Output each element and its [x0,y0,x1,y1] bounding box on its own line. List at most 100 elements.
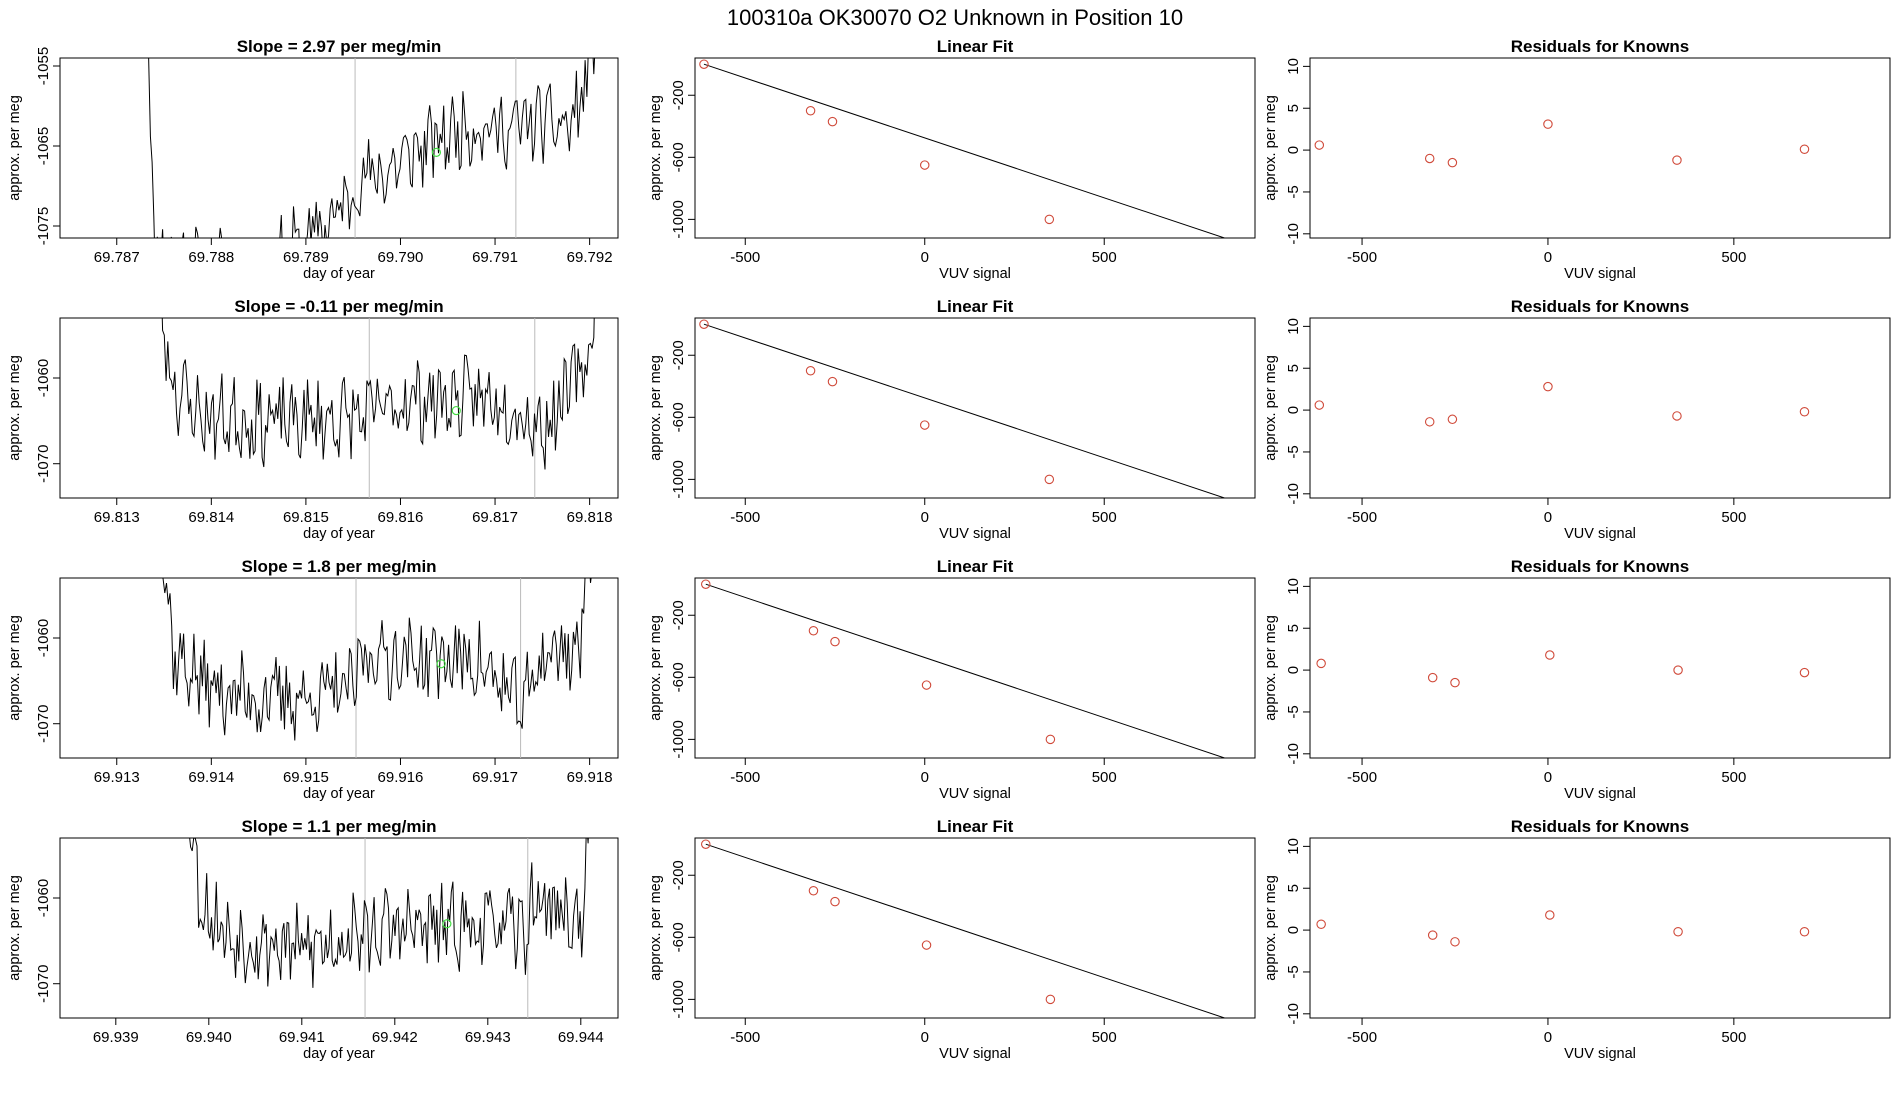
plot-area [162,578,592,758]
y-tick-label: -1060 [35,619,52,657]
x-tick-label: 69.813 [94,509,140,526]
known-point [701,839,711,849]
y-tick-label: -1060 [35,359,52,397]
unknown-point [442,919,452,929]
x-tick-label: 500 [1092,1029,1117,1046]
x-axis-label: day of year [303,1046,375,1062]
panel-time-3: Slope = 1.1 per meg/min 69.939 69.940 69.94… [7,817,619,1062]
x-tick-label: 69.817 [472,509,518,526]
y-axis-label: approx. per meg [7,95,23,201]
plot-area [1314,381,1810,427]
x-tick-label: 69.917 [472,769,518,786]
unknown-point [1244,1022,1252,1030]
x-tick-label: -500 [1347,1029,1377,1046]
residual-point [1673,927,1683,937]
y-tick-label: -1000 [670,200,687,238]
residual-point [1424,417,1435,427]
plot-frame [59,837,619,1019]
y-tick-label: 10 [1285,838,1302,855]
y-tick-label: -600 [670,402,687,432]
y-tick-label: -5 [1285,185,1302,198]
panel-title: Slope = -0.11 per meg/min [234,297,443,316]
panel-title: Slope = 1.1 per meg/min [241,817,436,836]
x-tick-label: 500 [1721,1029,1746,1046]
y-tick-label: -10 [1285,743,1302,765]
residual-point [1427,930,1438,940]
panel-title: Linear Fit [937,817,1014,836]
plot-area [701,839,1252,1058]
fit-line [703,323,1227,498]
panel-fit-1: Linear Fit -500 0 500 VUV signal -200 -600 -100… [648,297,1256,542]
x-axis-label: day of year [303,786,375,802]
y-axis-label: approx. per meg [648,95,664,201]
y-tick-label: -600 [670,142,687,172]
x-tick-label: 0 [921,1029,929,1046]
residual-point [1672,411,1682,421]
x-tick-label: -500 [730,1029,760,1046]
y-tick-label: -1000 [670,720,687,758]
x-tick-label: 69.791 [472,249,518,266]
panel-title: Slope = 2.97 per meg/min [237,37,442,56]
y-tick-label: -10 [1285,483,1302,505]
known-point [1168,790,1176,798]
x-tick-label: 69.915 [283,769,329,786]
y-tick-label: -1060 [35,879,52,917]
panel-residuals-1: Residuals for Knowns -500 0 500 VUV signal 10… [1263,297,1891,542]
x-tick-label: 69.816 [378,509,424,526]
x-tick-label: 69.918 [567,769,613,786]
x-tick-label: -500 [730,769,760,786]
fit-line [705,843,1227,1018]
x-axis-label: VUV signal [1564,266,1636,282]
y-tick-label: 5 [1285,884,1302,892]
x-tick-label: 0 [921,769,929,786]
y-tick-label: -1000 [670,460,687,498]
y-tick-label: 0 [1285,406,1302,414]
x-axis-label: VUV signal [1564,786,1636,802]
residual-point [1314,400,1325,410]
unknown-point [1244,242,1252,250]
panel-time-0: Slope = 2.97 per meg/min 69.787 69.788 69.7… [7,37,619,282]
y-axis-label: approx. per meg [7,875,23,981]
plot-frame [59,317,619,499]
panel-fit-2: Linear Fit -500 0 500 VUV signal -200 -600 -100… [648,557,1256,802]
y-tick-label: -5 [1285,705,1302,718]
y-tick-label: 0 [1285,146,1302,154]
y-tick-label: 10 [1285,578,1302,595]
x-tick-label: 500 [1092,249,1117,266]
residual-point [1543,119,1553,129]
x-tick-label: -500 [730,509,760,526]
x-tick-label: 0 [921,249,929,266]
x-tick-label: 500 [1721,509,1746,526]
plot-area [1316,910,1810,947]
residual-point [1447,157,1458,168]
residual-point [1447,414,1458,425]
plot-area [148,58,596,238]
y-tick-label: 0 [1285,926,1302,934]
x-tick-label: 0 [1544,249,1552,266]
residual-point [1799,927,1810,937]
plot-frame [1309,317,1891,499]
fit-line [703,63,1227,238]
y-tick-label: 5 [1285,624,1302,632]
unknown-point [451,405,461,416]
y-tick-label: -1075 [35,207,52,245]
x-axis-label: day of year [303,526,375,542]
y-tick-label: 10 [1285,318,1302,335]
y-axis-label: approx. per meg [7,615,23,721]
plot-area [1316,650,1810,688]
panel-residuals-2: Residuals for Knowns -500 0 500 VUV signal 10… [1263,557,1891,802]
known-point [1168,1050,1176,1058]
data-trace [148,58,596,238]
known-point [1044,214,1055,225]
known-point [921,680,932,690]
x-tick-label: 0 [921,509,929,526]
y-axis-label: approx. per meg [7,355,23,461]
known-point [827,116,838,127]
plot-area [699,319,1227,498]
x-tick-label: 69.790 [378,249,424,266]
plot-frame [1309,577,1891,759]
x-tick-label: -500 [1347,769,1377,786]
y-axis-label: approx. per meg [1263,95,1279,201]
x-tick-label: 0 [1544,1029,1552,1046]
